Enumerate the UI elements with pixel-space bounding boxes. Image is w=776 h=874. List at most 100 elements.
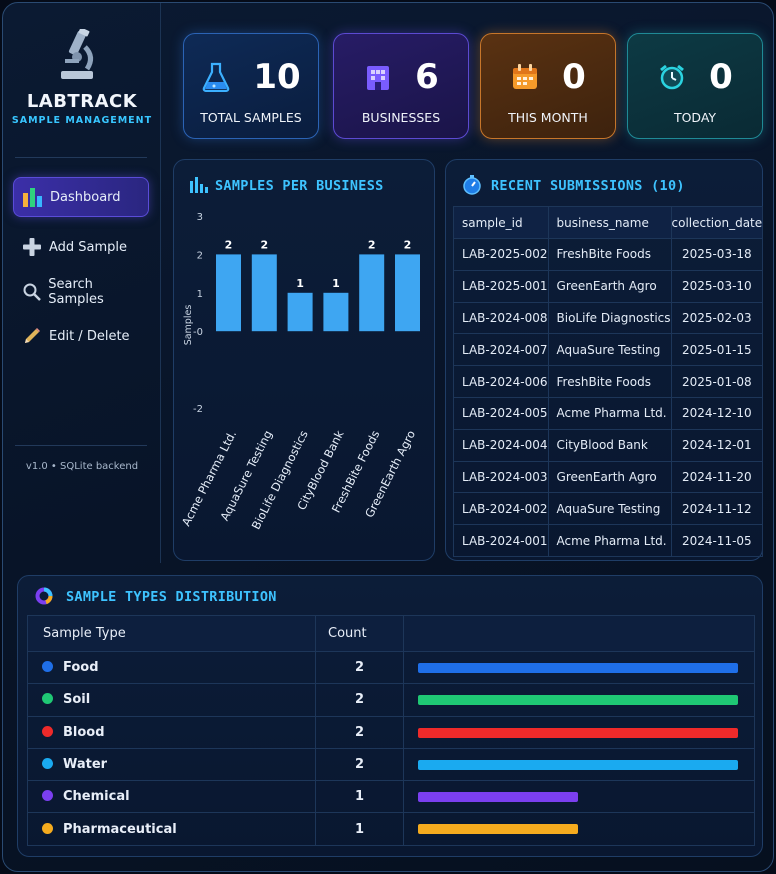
column-header-sample-type[interactable]: Sample Type: [27, 615, 316, 652]
color-dot: [42, 822, 53, 834]
cell-sample-id: LAB-2024-007: [453, 333, 549, 367]
sidebar: LABTRACK SAMPLE MANAGEMENT Dashboard Add…: [3, 3, 161, 563]
building-icon: [363, 62, 393, 92]
cell-bar: [403, 747, 755, 782]
sample-types-table: Sample Type Count Food 2 Soil 2 Blood 2 Water 2…: [27, 615, 755, 846]
count-bar: [418, 824, 578, 835]
cell-business-name: AquaSure Testing: [547, 333, 672, 367]
brand-subtitle: SAMPLE MANAGEMENT: [11, 115, 153, 126]
table-row[interactable]: LAB-2024-008 BioLife Diagnostics 2025-02-0…: [453, 301, 764, 335]
column-header-collection-date[interactable]: collection_date: [670, 206, 764, 239]
table-row[interactable]: Pharmaceutical 1: [27, 812, 755, 846]
table-row[interactable]: Soil 2: [27, 683, 755, 717]
stat-value: 10: [253, 57, 301, 97]
table-row[interactable]: LAB-2024-003 GreenEarth Agro 2024-11-20: [453, 460, 764, 494]
sample-type-label: Soil: [63, 692, 91, 708]
distribution-title: SAMPLE TYPES DISTRIBUTION: [66, 589, 277, 605]
sidebar-divider: [15, 445, 147, 446]
cell-collection-date: 2024-11-12: [670, 492, 764, 526]
cell-count: 2: [315, 747, 404, 782]
sidebar-item-edit-delete[interactable]: Edit / Delete: [13, 316, 149, 356]
stat-card-today: 0 TODAY: [627, 33, 763, 139]
table-row[interactable]: LAB-2024-001 Acme Pharma Ltd. 2024-11-05: [453, 524, 764, 557]
cell-sample-id: LAB-2024-003: [453, 460, 549, 494]
cell-business-name: Acme Pharma Ltd.: [547, 396, 672, 430]
sidebar-divider: [15, 157, 147, 158]
cell-sample-id: LAB-2024-006: [453, 365, 549, 398]
table-header-row: sample_id business_name collection_date: [453, 206, 764, 239]
table-row[interactable]: Food 2: [27, 650, 755, 685]
donut-chart-icon: [35, 587, 53, 605]
cell-sample-type: Pharmaceutical: [27, 812, 316, 846]
column-header-business-name[interactable]: business_name: [547, 206, 672, 239]
column-header-sample-id[interactable]: sample_id: [453, 206, 549, 239]
table-row[interactable]: LAB-2024-007 AquaSure Testing 2025-01-15: [453, 333, 764, 367]
table-row[interactable]: LAB-2024-004 CityBlood Bank 2024-12-01: [453, 428, 764, 462]
sidebar-item-add-sample[interactable]: Add Sample: [13, 227, 149, 267]
bar-chart-icon: [22, 186, 44, 208]
cell-sample-type: Food: [27, 650, 316, 685]
table-row[interactable]: LAB-2024-002 AquaSure Testing 2024-11-12: [453, 492, 764, 526]
recent-submissions-title: RECENT SUBMISSIONS (10): [491, 178, 685, 194]
cell-sample-id: LAB-2025-001: [453, 269, 549, 303]
calendar-icon: [510, 62, 540, 92]
stat-value: 0: [709, 57, 733, 97]
plus-icon: [21, 236, 43, 258]
color-dot: [42, 790, 53, 802]
sample-type-label: Chemical: [63, 789, 130, 805]
cell-collection-date: 2025-01-08: [670, 365, 764, 398]
table-row[interactable]: Water 2: [27, 747, 755, 782]
count-bar: [418, 792, 578, 803]
cell-bar: [403, 812, 755, 846]
cell-sample-id: LAB-2024-008: [453, 301, 549, 335]
cell-bar: [403, 715, 755, 749]
cell-count: 2: [315, 650, 404, 685]
stat-card-total-samples: 10 TOTAL SAMPLES: [183, 33, 319, 139]
table-row[interactable]: Chemical 1: [27, 780, 755, 814]
column-header-count[interactable]: Count: [315, 615, 404, 652]
cell-collection-date: 2024-12-10: [670, 396, 764, 430]
sidebar-item-search-samples[interactable]: Search Samples: [13, 272, 149, 312]
cell-collection-date: 2025-01-15: [670, 333, 764, 367]
cell-collection-date: 2024-12-01: [670, 428, 764, 462]
sidebar-item-dashboard[interactable]: Dashboard: [13, 177, 149, 217]
search-icon: [21, 281, 42, 303]
table-row[interactable]: LAB-2025-002 FreshBite Foods 2025-03-18: [453, 238, 764, 271]
alarm-clock-icon: [657, 62, 687, 92]
cell-business-name: CityBlood Bank: [547, 428, 672, 462]
sample-type-label: Blood: [63, 724, 105, 740]
cell-bar: [403, 683, 755, 717]
cell-sample-id: LAB-2024-004: [453, 428, 549, 462]
color-dot: [42, 661, 53, 673]
stopwatch-icon: [462, 175, 481, 195]
table-row[interactable]: LAB-2024-005 Acme Pharma Ltd. 2024-12-10: [453, 396, 764, 430]
cell-business-name: FreshBite Foods: [547, 238, 672, 271]
stat-card-this-month: 0 THIS MONTH: [480, 33, 616, 139]
color-dot: [42, 758, 53, 770]
count-bar: [418, 663, 738, 673]
table-row[interactable]: Blood 2: [27, 715, 755, 749]
bar-chart-icon: [190, 177, 208, 195]
cell-business-name: FreshBite Foods: [547, 365, 672, 398]
sidebar-item-label: Edit / Delete: [49, 328, 130, 344]
cell-bar: [403, 650, 755, 685]
table-row[interactable]: LAB-2025-001 GreenEarth Agro 2025-03-10: [453, 269, 764, 303]
stat-value: 0: [562, 57, 586, 97]
color-dot: [42, 693, 53, 705]
chart-title: SAMPLES PER BUSINESS: [215, 178, 384, 194]
stat-label: BUSINESSES: [361, 110, 441, 125]
cell-sample-id: LAB-2024-005: [453, 396, 549, 430]
table-row[interactable]: LAB-2024-006 FreshBite Foods 2025-01-08: [453, 365, 764, 398]
count-bar: [418, 695, 738, 706]
cell-sample-type: Water: [27, 747, 316, 782]
cell-sample-type: Blood: [27, 715, 316, 749]
sidebar-item-label: Add Sample: [49, 239, 128, 255]
cell-count: 1: [315, 780, 404, 814]
table-header-row: Sample Type Count: [27, 615, 755, 652]
cell-collection-date: 2024-11-05: [670, 524, 764, 557]
cell-collection-date: 2024-11-20: [670, 460, 764, 494]
samples-per-business-panel: [173, 159, 435, 561]
color-dot: [42, 725, 53, 737]
stat-value: 6: [415, 57, 439, 97]
